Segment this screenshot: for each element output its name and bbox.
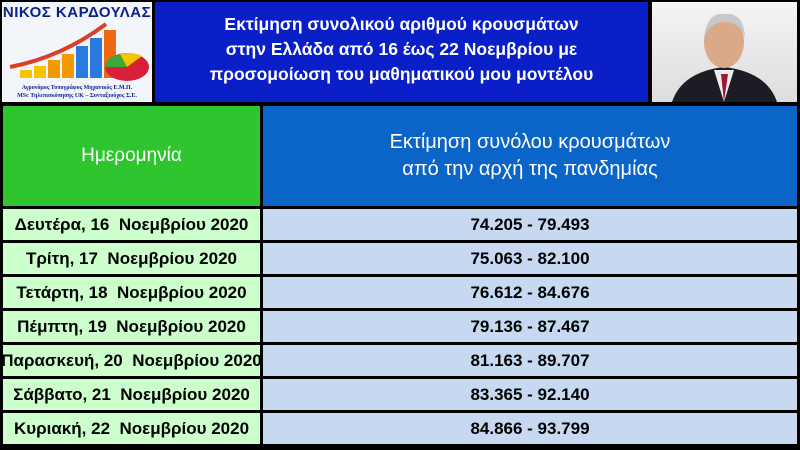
estimate-column-header: Εκτίμηση συνόλου κρουσμάτων από την αρχή … [263, 106, 797, 206]
table-row: Κυριακή, 22 Νοεμβρίου 2020 84.866 - 93.79… [3, 413, 797, 444]
table-row: Δευτέρα, 16 Νοεμβρίου 2020 74.205 - 79.49… [3, 209, 797, 240]
table-row: Πέμπτη, 19 Νοεμβρίου 2020 79.136 - 87.467 [3, 311, 797, 342]
estimates-table: Ημερομηνία Εκτίμηση συνόλου κρουσμάτων απ… [1, 106, 797, 444]
title-line1: Εκτίμηση συνολικού αριθμού κρουσμάτων [224, 14, 579, 34]
date-cell: Κυριακή, 22 Νοεμβρίου 2020 [3, 413, 260, 444]
growth-chart-icon [9, 22, 149, 81]
logo-line2: MSc Τηλεπισκόπησης UK – Συνταξιούχος Σ.Ε… [17, 93, 137, 99]
estimate-cell: 84.866 - 93.799 [263, 413, 797, 444]
page-title: Εκτίμηση συνολικού αριθμού κρουσμάτων στ… [155, 2, 648, 102]
title-line3: προσομοίωση του μαθηματικού μου μοντέλου [209, 64, 594, 84]
logo-line1: Αγρονόμος Τοπογράφος Μηχανικός Ε.Μ.Π. [21, 85, 133, 91]
table-header-row: Ημερομηνία Εκτίμηση συνόλου κρουσμάτων απ… [3, 106, 797, 206]
logo-name: ΝΙΚΟΣ ΚΑΡΔΟΥΛΑΣ [2, 4, 152, 21]
portrait-icon [672, 13, 777, 102]
date-cell: Σάββατο, 21 Νοεμβρίου 2020 [3, 379, 260, 410]
table-row: Τετάρτη, 18 Νοεμβρίου 2020 76.612 - 84.67… [3, 277, 797, 308]
table-row: Τρίτη, 17 Νοεμβρίου 2020 75.063 - 82.100 [3, 243, 797, 274]
date-cell: Πέμπτη, 19 Νοεμβρίου 2020 [3, 311, 260, 342]
estimate-cell: 81.163 - 89.707 [263, 345, 797, 376]
estimate-cell: 76.612 - 84.676 [263, 277, 797, 308]
estimate-header-line2: από την αρχή της πανδημίας [402, 158, 658, 180]
table-row: Σάββατο, 21 Νοεμβρίου 2020 83.365 - 92.14… [3, 379, 797, 410]
date-cell: Τετάρτη, 18 Νοεμβρίου 2020 [3, 277, 260, 308]
logo: ΝΙΚΟΣ ΚΑΡΔΟΥΛΑΣ Αγρονόμος Τοπογράφος Μηχ… [2, 2, 152, 102]
estimate-cell: 74.205 - 79.493 [263, 209, 797, 240]
author-photo [652, 2, 797, 102]
estimate-cell: 79.136 - 87.467 [263, 311, 797, 342]
date-cell: Παρασκευή, 20 Νοεμβρίου 2020 [1, 345, 262, 376]
estimate-cell: 83.365 - 92.140 [263, 379, 797, 410]
title-line2: στην Ελλάδα από 16 έως 22 Νοεμβρίου με [225, 39, 578, 59]
estimate-cell: 75.063 - 82.100 [263, 243, 797, 274]
estimate-header-line1: Εκτίμηση συνόλου κρουσμάτων [389, 131, 671, 153]
date-cell: Δευτέρα, 16 Νοεμβρίου 2020 [3, 209, 260, 240]
table-row: Παρασκευή, 20 Νοεμβρίου 2020 81.163 - 89.… [1, 345, 797, 376]
date-column-header: Ημερομηνία [3, 106, 260, 206]
date-cell: Τρίτη, 17 Νοεμβρίου 2020 [3, 243, 260, 274]
